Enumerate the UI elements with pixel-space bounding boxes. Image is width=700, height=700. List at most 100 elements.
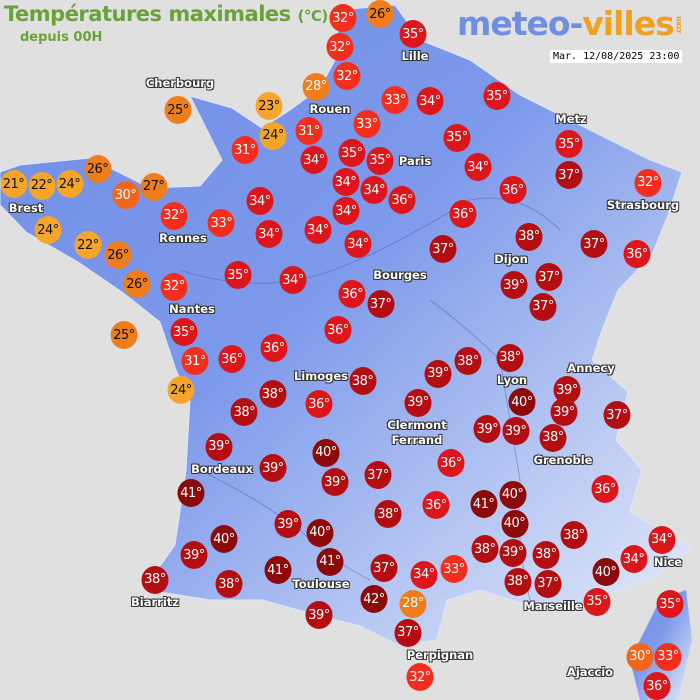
temperature-marker[interactable]: 24° [259,121,287,150]
temperature-marker[interactable]: 31° [181,347,209,376]
temperature-marker[interactable]: 35° [224,261,252,289]
temperature-marker[interactable]: 34° [332,168,359,197]
temperature-marker[interactable]: 28° [399,589,427,618]
temperature-marker[interactable]: 41° [177,479,205,507]
temperature-marker[interactable]: 37° [603,401,631,429]
temperature-marker[interactable]: 38° [532,540,560,569]
temperature-marker[interactable]: 28° [302,72,330,101]
temperature-marker[interactable]: 34° [620,545,648,573]
temperature-marker[interactable]: 34° [255,220,283,248]
temperature-marker[interactable]: 25° [110,321,138,349]
temperature-marker[interactable]: 36° [422,491,450,519]
temperature-marker[interactable]: 38° [374,500,402,528]
temperature-marker[interactable]: 35° [555,130,583,158]
temperature-marker[interactable]: 30° [626,642,654,671]
temperature-marker[interactable]: 40° [501,509,528,538]
temperature-marker[interactable]: 32° [406,663,434,692]
temperature-marker[interactable]: 35° [338,139,366,168]
temperature-marker[interactable]: 39° [499,538,527,567]
temperature-marker[interactable]: 39° [502,417,530,446]
temperature-marker[interactable]: 41° [264,556,292,584]
temperature-marker[interactable]: 38° [560,521,588,549]
temperature-marker[interactable]: 35° [656,590,684,618]
temperature-marker[interactable]: 34° [344,230,372,258]
temperature-marker[interactable]: 38° [141,565,169,594]
temperature-marker[interactable]: 38° [259,380,287,408]
temperature-marker[interactable]: 26° [123,270,151,298]
temperature-marker[interactable]: 33° [207,209,235,237]
temperature-marker[interactable]: 39° [180,541,208,569]
temperature-marker[interactable]: 36° [218,345,246,373]
temperature-marker[interactable]: 37° [580,230,608,258]
temperature-marker[interactable]: 34° [648,525,676,554]
temperature-marker[interactable]: 35° [443,123,471,152]
temperature-marker[interactable]: 41° [470,490,498,518]
temperature-marker[interactable]: 40° [312,438,340,467]
temperature-marker[interactable]: 38° [215,570,243,598]
temperature-marker[interactable]: 42° [360,585,388,613]
temperature-marker[interactable]: 37° [429,235,457,263]
temperature-marker[interactable]: 40° [306,518,334,547]
temperature-marker[interactable]: 23° [255,92,283,121]
temperature-marker[interactable]: 38° [515,222,543,251]
temperature-marker[interactable]: 32° [329,4,357,33]
temperature-marker[interactable]: 37° [394,618,422,647]
temperature-marker[interactable]: 26° [84,155,112,183]
temperature-marker[interactable]: 31° [231,136,259,164]
temperature-marker[interactable]: 32° [160,272,188,301]
temperature-marker[interactable]: 34° [464,153,492,182]
temperature-marker[interactable]: 37° [534,569,562,598]
temperature-marker[interactable]: 37° [370,554,398,582]
temperature-marker[interactable]: 34° [246,187,274,215]
temperature-marker[interactable]: 26° [104,241,132,269]
temperature-marker[interactable]: 39° [274,510,302,538]
temperature-marker[interactable]: 38° [230,398,258,426]
temperature-marker[interactable]: 40° [210,525,238,553]
temperature-marker[interactable]: 22° [28,171,55,200]
temperature-marker[interactable]: 35° [399,20,427,48]
temperature-marker[interactable]: 34° [416,87,444,115]
temperature-marker[interactable]: 39° [500,271,528,299]
temperature-marker[interactable]: 36° [388,186,416,214]
temperature-marker[interactable]: 39° [205,432,233,461]
temperature-marker[interactable]: 36° [437,449,465,478]
temperature-marker[interactable]: 32° [634,168,662,197]
temperature-marker[interactable]: 37° [535,263,563,292]
meteo-villes-logo[interactable]: meteo-villes.com [457,4,683,43]
temperature-marker[interactable]: 35° [483,82,511,110]
temperature-marker[interactable]: 34° [360,176,388,205]
temperature-marker[interactable]: 34° [304,216,332,244]
temperature-marker[interactable]: 39° [424,359,452,388]
temperature-marker[interactable]: 21° [0,170,27,198]
temperature-marker[interactable]: 37° [555,161,583,189]
temperature-marker[interactable]: 39° [321,468,349,497]
temperature-marker[interactable]: 32° [326,33,354,62]
temperature-marker[interactable]: 27° [140,172,168,201]
temperature-marker[interactable]: 33° [353,110,381,139]
temperature-marker[interactable]: 36° [305,390,333,418]
temperature-marker[interactable]: 36° [260,334,288,362]
temperature-marker[interactable]: 37° [529,292,557,321]
temperature-marker[interactable]: 22° [74,231,102,259]
temperature-marker[interactable]: 34° [410,560,438,589]
temperature-marker[interactable]: 32° [333,62,361,91]
temperature-marker[interactable]: 39° [473,415,501,443]
temperature-marker[interactable]: 25° [164,96,192,124]
temperature-marker[interactable]: 38° [504,567,532,596]
temperature-marker[interactable]: 38° [539,423,567,452]
temperature-marker[interactable]: 26° [366,0,394,28]
temperature-marker[interactable]: 33° [440,555,468,583]
temperature-marker[interactable]: 33° [381,86,409,114]
temperature-marker[interactable]: 36° [499,176,527,204]
temperature-marker[interactable]: 36° [623,240,651,268]
temperature-marker[interactable]: 34° [279,266,307,294]
temperature-marker[interactable]: 34° [332,197,360,226]
temperature-marker[interactable]: 33° [654,642,682,671]
temperature-marker[interactable]: 36° [449,200,477,228]
temperature-marker[interactable]: 24° [34,216,62,245]
temperature-marker[interactable]: 39° [259,454,287,482]
temperature-marker[interactable]: 36° [591,475,619,503]
temperature-marker[interactable]: 40° [499,480,527,509]
temperature-marker[interactable]: 36° [324,316,352,344]
temperature-marker[interactable]: 35° [583,587,611,616]
